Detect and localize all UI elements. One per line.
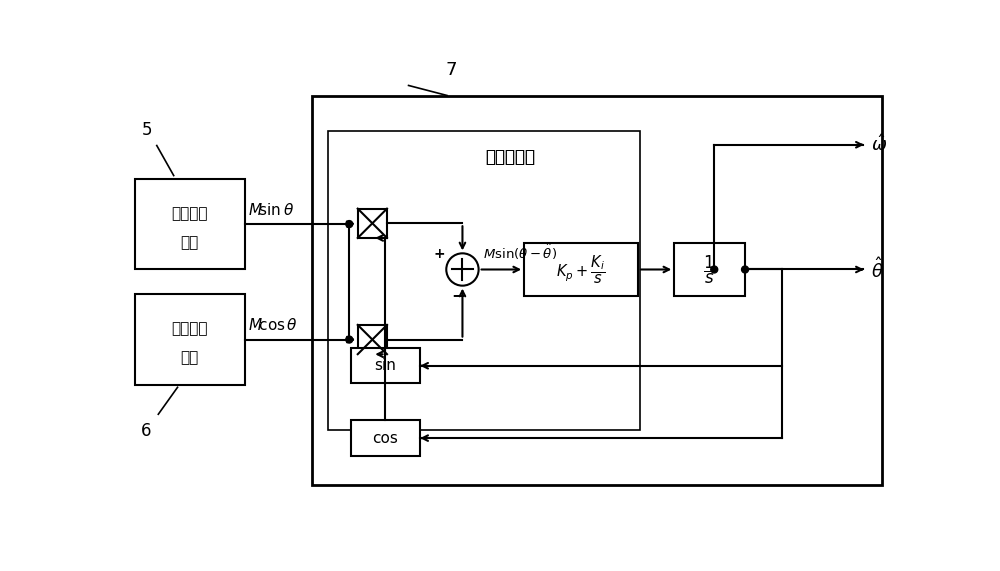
- Bar: [135, 294, 245, 385]
- Text: −: −: [452, 286, 466, 304]
- Text: $M\sin(\theta-\hat{\theta})$: $M\sin(\theta-\hat{\theta})$: [483, 242, 557, 262]
- Bar: [328, 131, 640, 429]
- Text: 数字鉴相器: 数字鉴相器: [486, 148, 536, 166]
- Circle shape: [742, 266, 749, 273]
- Bar: [674, 243, 745, 296]
- Text: 数字鉴相器: 数字鉴相器: [486, 148, 536, 166]
- Text: 单元: 单元: [181, 235, 199, 250]
- Bar: [312, 96, 882, 485]
- Text: +: +: [434, 247, 445, 261]
- Bar: [351, 348, 420, 384]
- Circle shape: [711, 266, 718, 273]
- Bar: [358, 208, 387, 238]
- Circle shape: [346, 336, 353, 343]
- Circle shape: [446, 254, 479, 286]
- Circle shape: [346, 220, 353, 227]
- Bar: [351, 420, 420, 456]
- Text: $K_p+\dfrac{K_i}{s}$: $K_p+\dfrac{K_i}{s}$: [556, 254, 606, 286]
- Text: 单元: 单元: [181, 350, 199, 365]
- Bar: [358, 325, 387, 354]
- Text: $\hat{\theta}$: $\hat{\theta}$: [871, 257, 883, 282]
- Text: cos: cos: [373, 431, 398, 445]
- Text: $M\!\sin\theta$: $M\!\sin\theta$: [248, 202, 294, 218]
- Bar: [135, 179, 245, 270]
- Text: 正弦通道: 正弦通道: [172, 206, 208, 220]
- Text: $\hat{\omega}$: $\hat{\omega}$: [871, 134, 887, 155]
- Text: 6: 6: [141, 422, 152, 440]
- Text: 余弦通道: 余弦通道: [172, 321, 208, 336]
- Text: sin: sin: [375, 358, 396, 373]
- Text: $\dfrac{1}{s}$: $\dfrac{1}{s}$: [703, 254, 716, 286]
- Text: 5: 5: [141, 120, 152, 139]
- Text: $M\!\cos\theta$: $M\!\cos\theta$: [248, 317, 298, 333]
- Text: 7: 7: [445, 61, 457, 79]
- Bar: [524, 243, 638, 296]
